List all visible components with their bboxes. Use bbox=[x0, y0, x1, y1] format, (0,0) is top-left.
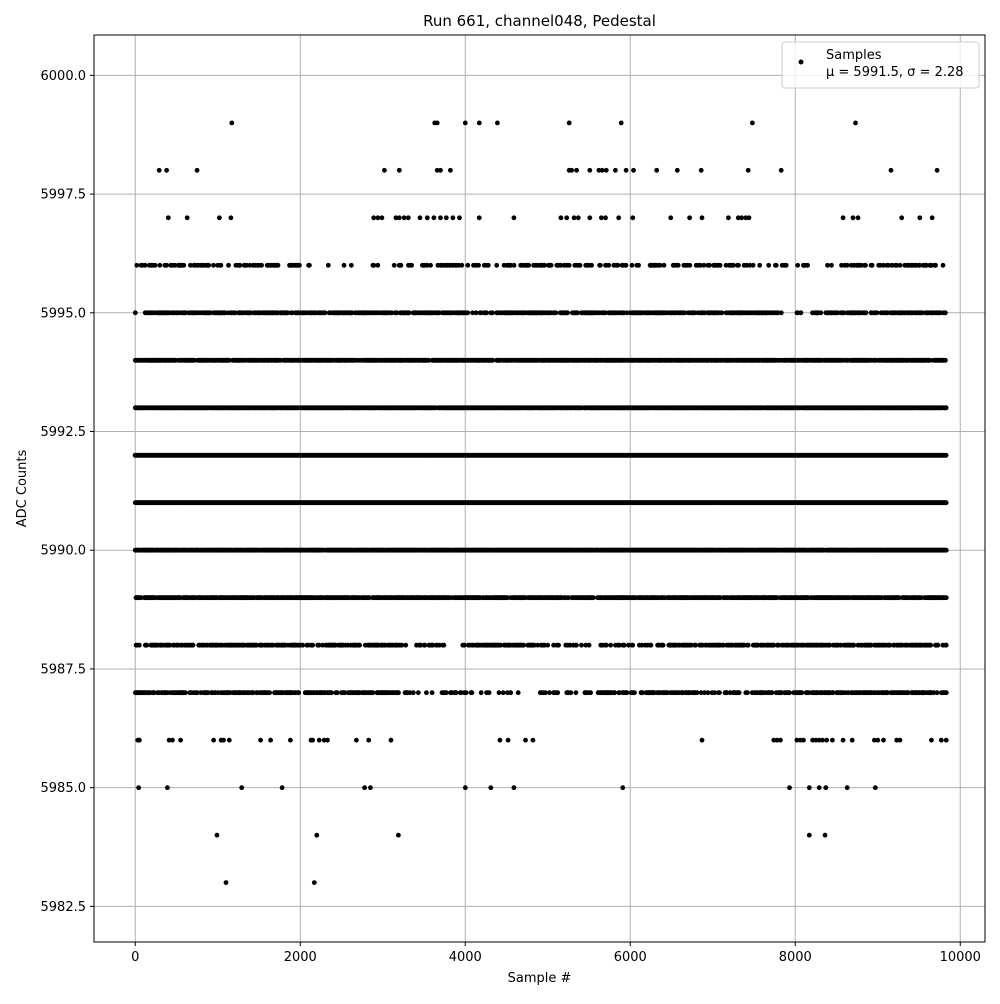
data-point bbox=[625, 690, 630, 695]
data-point bbox=[442, 643, 447, 648]
data-point bbox=[543, 690, 548, 695]
data-point bbox=[191, 643, 196, 648]
data-point bbox=[545, 643, 550, 648]
data-point bbox=[411, 690, 416, 695]
data-point bbox=[310, 643, 315, 648]
data-point bbox=[574, 690, 579, 695]
data-point bbox=[430, 690, 435, 695]
data-point bbox=[935, 690, 940, 695]
data-point bbox=[944, 690, 949, 695]
data-point bbox=[587, 643, 592, 648]
data-point bbox=[497, 690, 502, 695]
data-point bbox=[424, 690, 429, 695]
data-point bbox=[799, 690, 804, 695]
data-point bbox=[579, 643, 584, 648]
data-point bbox=[612, 690, 617, 695]
data-point bbox=[632, 690, 637, 695]
data-point bbox=[746, 643, 751, 648]
data-point bbox=[928, 643, 933, 648]
data-point bbox=[183, 690, 188, 695]
data-point bbox=[547, 690, 552, 695]
data-point bbox=[661, 643, 666, 648]
data-point bbox=[944, 500, 949, 505]
data-point bbox=[936, 643, 941, 648]
data-point bbox=[416, 690, 421, 695]
data-point bbox=[357, 643, 362, 648]
data-point bbox=[591, 595, 596, 600]
data-point bbox=[608, 643, 613, 648]
data-point bbox=[630, 643, 635, 648]
data-point bbox=[745, 690, 750, 695]
data-point bbox=[649, 643, 654, 648]
data-point bbox=[335, 690, 340, 695]
data-point bbox=[556, 643, 561, 648]
data-point bbox=[706, 690, 711, 695]
data-point bbox=[555, 690, 560, 695]
data-point bbox=[464, 690, 469, 695]
data-point bbox=[396, 690, 401, 695]
data-point bbox=[296, 690, 301, 695]
data-point bbox=[944, 548, 949, 553]
data-point bbox=[137, 643, 142, 648]
data-point bbox=[770, 690, 775, 695]
data-point bbox=[574, 643, 579, 648]
data-point bbox=[508, 690, 513, 695]
data-point bbox=[717, 690, 722, 695]
data-point bbox=[737, 690, 742, 695]
data-point bbox=[604, 643, 609, 648]
data-point bbox=[454, 690, 459, 695]
data-point bbox=[267, 690, 272, 695]
data-point bbox=[568, 690, 573, 695]
data-point bbox=[588, 690, 593, 695]
data-point bbox=[622, 643, 627, 648]
data-point bbox=[944, 453, 949, 458]
data-point bbox=[487, 690, 492, 695]
data-point bbox=[479, 690, 484, 695]
data-point bbox=[501, 690, 506, 695]
data-point bbox=[370, 690, 375, 695]
data-point bbox=[521, 643, 526, 648]
data-point bbox=[470, 690, 475, 695]
data-point bbox=[444, 690, 449, 695]
data-point bbox=[516, 690, 521, 695]
data-point bbox=[787, 690, 792, 695]
data-point bbox=[403, 643, 408, 648]
data-point bbox=[944, 643, 949, 648]
data-point bbox=[944, 595, 949, 600]
data-point bbox=[300, 643, 305, 648]
data-point bbox=[329, 690, 334, 695]
